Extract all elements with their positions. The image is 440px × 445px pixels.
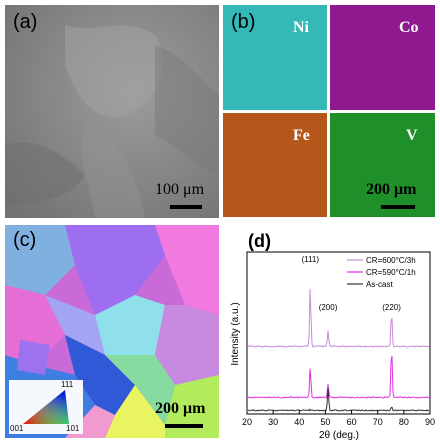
eds-label-fe: Fe — [293, 127, 310, 144]
x-tick-label: 50 — [320, 417, 330, 427]
ipf-key-001: 001 — [10, 424, 24, 433]
sem-micrograph-panel: (a) 100 μm — [5, 5, 219, 218]
series-line-2 — [247, 387, 430, 412]
eds-map-fe — [223, 113, 327, 217]
panel-label-c: (c) — [13, 229, 37, 251]
scalebar-b — [381, 205, 415, 209]
x-tick-label: 20 — [242, 417, 252, 427]
ipf-triangle-icon — [23, 390, 69, 424]
eds-maps-panel: (b) Ni Co Fe V 200 μm — [223, 5, 435, 217]
x-tick-label: 40 — [294, 417, 304, 427]
scalebar-label-b: 200 μm — [366, 181, 417, 198]
panel-label-d: (d) — [248, 231, 271, 251]
peak-annotation: (220) — [382, 303, 401, 312]
ipf-key-101: 101 — [66, 424, 80, 433]
ipf-key-111: 111 — [61, 380, 74, 389]
peak-annotation: (111) — [302, 255, 320, 264]
x-tick-label: 90 — [425, 417, 435, 427]
peak-annotation: (200) — [319, 303, 338, 312]
sem-grain-texture — [5, 5, 219, 218]
xrd-chart: 20 30 40 50 60 70 80 90 (111) (200) (220) CR=600°… — [230, 231, 435, 441]
x-tick-label: 70 — [373, 417, 383, 427]
scalebar-a — [170, 205, 202, 209]
y-axis-label: Intensity (a.u.) — [230, 302, 241, 365]
ebsd-ipf-map-panel: (c) 200 μm 111 001 101 — [5, 225, 219, 438]
scalebar-label-c: 200 μm — [155, 400, 206, 417]
eds-map-co — [330, 5, 435, 110]
legend-entry: CR=600°C/3h — [366, 256, 416, 265]
x-tick-label: 30 — [268, 417, 278, 427]
ipf-grain-map — [5, 225, 219, 438]
panel-label-a: (a) — [13, 11, 38, 33]
eds-map-ni — [223, 5, 327, 110]
plot-frame — [246, 251, 431, 415]
x-tick-label: 80 — [399, 417, 409, 427]
eds-label-v: V — [406, 127, 418, 144]
legend-entry: CR=590°C/1h — [366, 268, 416, 277]
scalebar-label-a: 100 μm — [155, 181, 205, 198]
x-axis-label: 2θ (deg.) — [319, 430, 359, 441]
x-tick-label: 60 — [347, 417, 357, 427]
panel-label-b: (b) — [231, 11, 256, 33]
eds-label-co: Co — [399, 19, 419, 36]
scalebar-c — [165, 424, 203, 428]
ipf-color-key: 111 001 101 — [9, 380, 83, 434]
legend-entry: As-cast — [366, 280, 393, 289]
series-line-1 — [247, 355, 430, 399]
eds-map-v — [330, 113, 435, 217]
eds-label-ni: Ni — [293, 19, 309, 36]
series-line-0 — [247, 289, 430, 348]
xrd-chart-panel: 20 30 40 50 60 70 80 90 (111) (200) (220) CR=600°… — [222, 222, 438, 443]
